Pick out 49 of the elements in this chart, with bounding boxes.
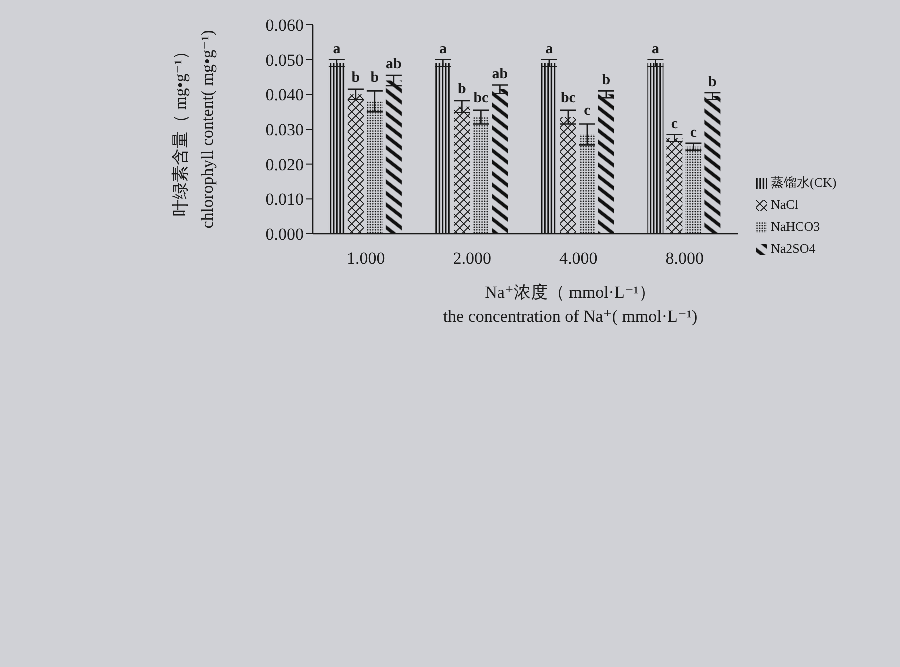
bar [348,94,364,234]
y-tick-label: 0.010 [266,190,304,210]
data-label: c [671,116,678,132]
data-label: b [458,81,466,98]
bar [435,63,452,234]
bar [666,138,683,234]
data-label: ab [386,56,402,72]
data-label: bc [474,90,490,106]
y-tick-label: 0.020 [266,155,304,174]
data-label: b [708,74,717,90]
bar [704,96,721,234]
legend-label: NaHCO3 [771,218,820,236]
bar [541,63,558,234]
data-label: ab [492,66,508,82]
x-axis-title: Na⁺浓度（ mmol·L⁻¹） the concentration of Na⁺( mmol·L⁻¹) [443,283,698,326]
data-label: bc [560,90,576,106]
data-label: a [546,41,554,58]
data-label: b [352,70,360,86]
bar [686,146,702,234]
bar [648,63,664,234]
bar [598,94,614,234]
x-tick-label: 8.000 [666,249,704,268]
bar [492,89,508,234]
data-label: a [333,41,342,58]
y-tick-label: 0.050 [266,50,304,70]
data-label: a [652,41,660,58]
bar [366,102,383,234]
data-label: b [602,72,611,89]
legend-label: 蒸馏水(CK) [771,174,837,192]
y-tick-label: 0.060 [266,16,304,36]
bar [386,80,402,234]
y-tick-label: 0.040 [266,86,304,105]
bar [454,106,470,234]
bar [579,134,596,234]
x-tick-label: 2.000 [453,249,492,268]
data-label: a [439,41,448,58]
bar [328,63,345,234]
data-label: c [584,102,592,119]
y-axis-title: 叶绿素含量（ mg•g⁻¹） chlorophyll content( mg•g⁻¹) [171,30,217,229]
bar [560,117,576,234]
data-label: b [370,70,380,86]
x-tick-label: 4.000 [560,249,598,268]
legend-label: NaCl [771,196,798,214]
y-tick-label: 0.000 [266,225,304,244]
legend-label: Na2SO4 [771,240,816,258]
y-tick-label: 0.030 [266,120,304,140]
bar [473,117,490,234]
data-label: c [690,124,698,141]
x-tick-label: 1.000 [347,249,386,268]
